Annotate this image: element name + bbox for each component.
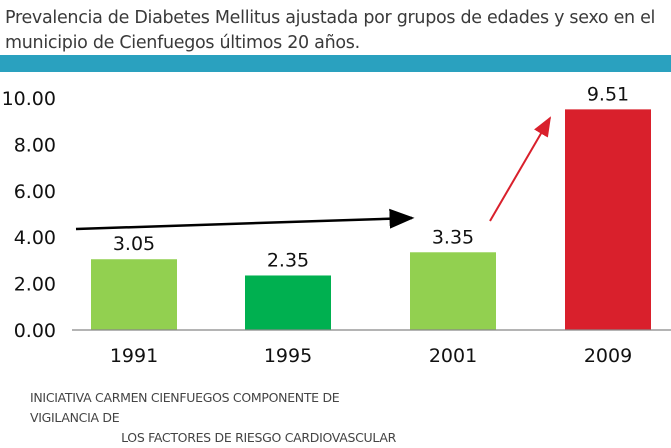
bar-chart: 0.00 2.00 4.00 6.00 8.00 10.00 3.05 1991 2.35 19… bbox=[2, 83, 671, 367]
x-tick-label: 1991 bbox=[110, 345, 158, 367]
data-label: 3.05 bbox=[113, 233, 155, 255]
bar-2009 bbox=[565, 109, 651, 330]
y-tick-label: 8.00 bbox=[14, 134, 56, 156]
source-note: INICIATIVA CARMEN CIENFUEGOS COMPONENTE … bbox=[30, 388, 396, 448]
source-line-2: LOS FACTORES DE RIESGO CARDIOVASCULAR bbox=[121, 430, 396, 445]
x-tick-label: 1995 bbox=[264, 345, 312, 367]
bar-1995 bbox=[245, 275, 331, 330]
trend-arrow-black bbox=[75, 208, 415, 231]
source-line-1: INICIATIVA CARMEN CIENFUEGOS COMPONENTE … bbox=[30, 390, 340, 425]
x-tick-label: 2001 bbox=[429, 345, 477, 367]
x-tick-label: 2009 bbox=[584, 345, 632, 367]
chart-title: Prevalencia de Diabetes Mellitus ajustad… bbox=[5, 8, 656, 53]
y-tick-label: 4.00 bbox=[14, 227, 56, 249]
y-tick-label: 6.00 bbox=[14, 181, 56, 203]
y-tick-label: 10.00 bbox=[2, 88, 56, 110]
trend-arrow-red bbox=[489, 116, 552, 222]
data-label: 9.51 bbox=[587, 83, 629, 105]
y-tick-label: 2.00 bbox=[14, 274, 56, 296]
bar-2001 bbox=[410, 252, 496, 330]
header-band bbox=[0, 55, 671, 72]
data-label: 3.35 bbox=[432, 226, 474, 248]
bar-1991 bbox=[91, 259, 177, 330]
y-tick-label: 0.00 bbox=[14, 320, 56, 342]
data-label: 2.35 bbox=[267, 249, 309, 271]
